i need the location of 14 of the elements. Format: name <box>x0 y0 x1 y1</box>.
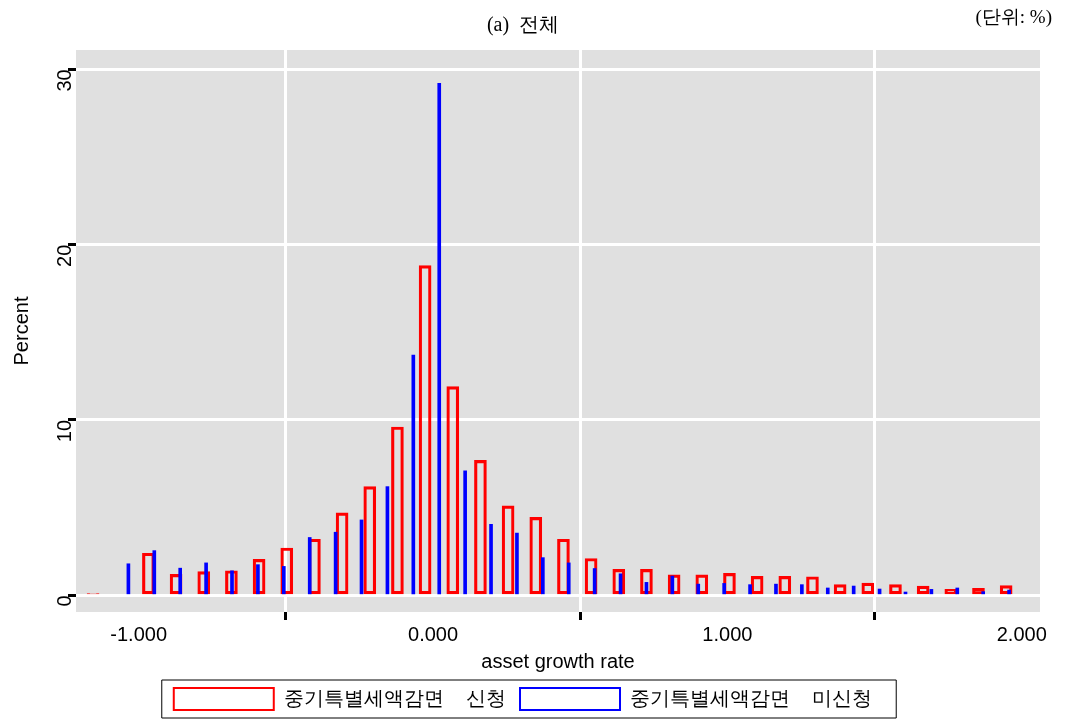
text: (단위: %) <box>975 5 1052 29</box>
y-tick-label: 20 <box>52 244 75 267</box>
legend-label: 중기특별세액감면 미신청 <box>630 686 873 709</box>
x-tick-label: -1.000 <box>110 622 168 645</box>
legend-label: 중기특별세액감면 신청 <box>283 686 507 709</box>
chart-title: (a) 전체 <box>486 13 560 37</box>
y-tick-label: 10 <box>52 419 75 443</box>
y-tick-label: 30 <box>52 69 75 92</box>
y-tick-label: 0 <box>52 595 75 607</box>
y-axis-title: Percent <box>9 296 32 366</box>
x-tick-label: 2.000 <box>996 622 1047 645</box>
x-tick-label: 1.000 <box>702 622 753 645</box>
x-axis-title: asset growth rate <box>481 649 635 672</box>
x-tick-label: 0.000 <box>408 622 459 645</box>
